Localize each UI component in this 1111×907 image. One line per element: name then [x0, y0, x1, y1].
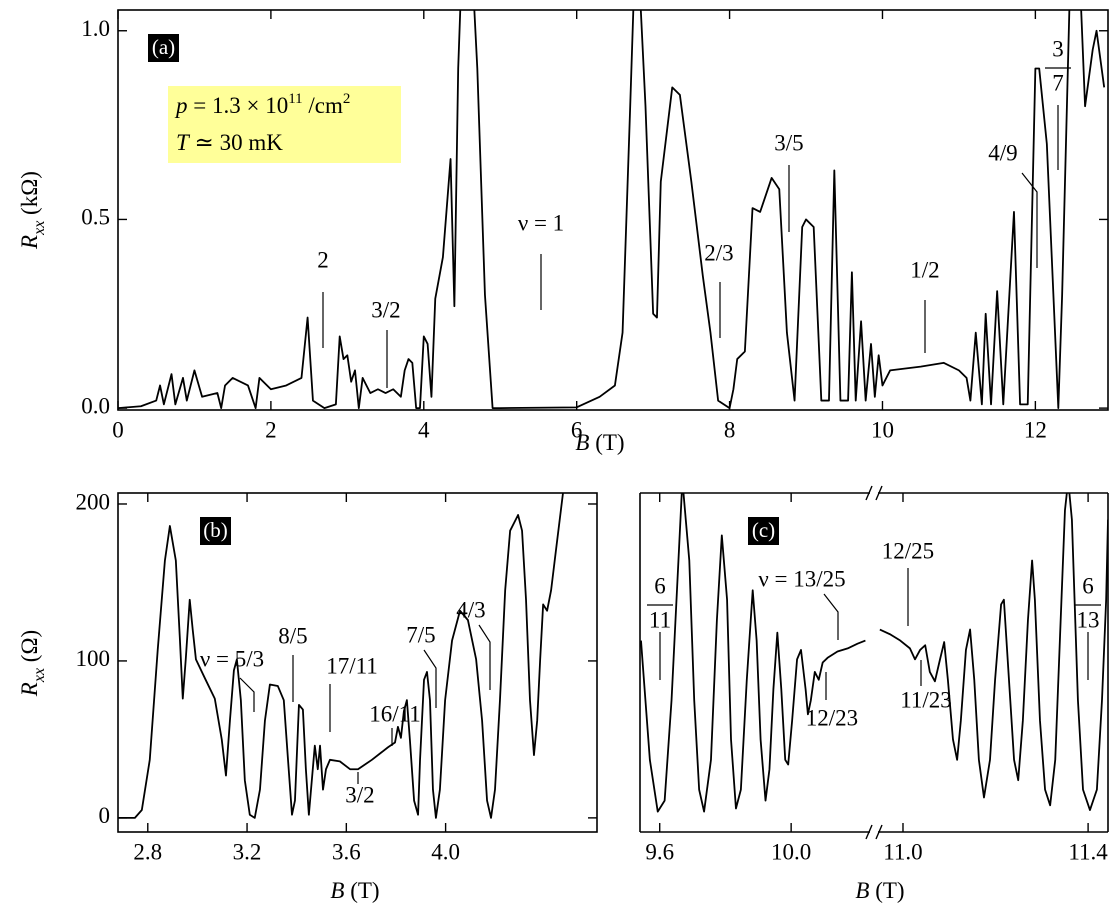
annotation-pointer [239, 677, 255, 712]
x-tick-label: 10 [871, 417, 894, 442]
axis-title-part: B [330, 878, 344, 903]
annotation-numerator: 6 [1082, 573, 1094, 598]
x-tick-label: 11.0 [883, 839, 922, 864]
axis-break [865, 824, 873, 840]
panel: 9.6 10.0 11.0 11.4 B (T) (c) 6 11 ν = 13/25 12/23… [639, 485, 1109, 903]
annotation: 7/5 [406, 622, 435, 647]
x-tick-label: 3.2 [233, 839, 262, 864]
x-tick-label: 11.4 [1068, 839, 1108, 864]
panel: 0.0 0.5 1.0 0 2 4 6 8 10 12 B (T) Rxx (kΩ) (a) p = 1.… [17, 9, 1109, 455]
trace [640, 493, 866, 813]
info-part: p [174, 93, 188, 118]
plot-frame [117, 9, 1109, 411]
x-tick-label: 8 [724, 417, 736, 442]
axis-break [875, 824, 883, 840]
annotation-numerator: 6 [654, 573, 666, 598]
x-tick-label: 9.6 [645, 839, 674, 864]
x-tick-label: 2 [265, 417, 277, 442]
annotation: 4/3 [456, 597, 485, 622]
annotation: ν = 5/3 [200, 646, 264, 671]
panel-tag: (b) [203, 518, 228, 542]
trace [879, 493, 1108, 811]
x-tick-label: 10.0 [771, 839, 811, 864]
y-tick-label: 100 [76, 646, 111, 671]
x-tick-label: 2.8 [133, 839, 162, 864]
annotation-pointer [478, 624, 491, 690]
info-part: T [176, 130, 191, 155]
axis-title-part: (kΩ) [17, 171, 42, 221]
panel-tag-bg [148, 34, 179, 62]
x-tick-label: 3.6 [332, 839, 361, 864]
x-tick-label: 4 [418, 417, 430, 442]
annotation-denominator: 7 [1052, 70, 1064, 95]
info-line: T ≃ 30 mK [176, 130, 283, 155]
info-part: /cm [303, 93, 343, 118]
y-tick-label: 1.0 [81, 16, 110, 41]
axis-break [875, 485, 883, 501]
info-box [168, 86, 401, 163]
x-tick-label: 4.0 [431, 839, 460, 864]
annotation-denominator: 11 [649, 607, 671, 632]
x-tick-label: 0 [112, 417, 124, 442]
axis-title-part: (T) [869, 878, 904, 903]
y-tick-label: 0.5 [81, 205, 110, 230]
trace [118, 493, 564, 819]
axis-title: B (T) [330, 878, 379, 903]
axis-title-part: (Ω) [17, 630, 42, 668]
y-tick-label: 0 [99, 803, 111, 828]
axis-title: B (T) [575, 430, 624, 455]
trace [118, 10, 1106, 410]
annotation: 3/2 [371, 297, 400, 322]
y-tick-label: 0.0 [81, 393, 110, 418]
annotation: 1/2 [910, 257, 939, 282]
axis-title-part: B [575, 430, 589, 455]
info-part: = 1.3 × 10 [188, 93, 289, 118]
annotation: 16/11 [369, 701, 421, 726]
info-line: p = 1.3 × 1011 /cm2 [174, 91, 350, 118]
axis-title: Rxx (kΩ) [17, 171, 48, 250]
annotation: 12/25 [882, 538, 934, 563]
axis-title-part: R [17, 682, 42, 697]
panel-tag: (a) [152, 35, 175, 59]
annotation: 3/5 [774, 130, 803, 155]
annotation: 2 [317, 247, 329, 272]
annotation: 2/3 [704, 240, 733, 265]
annotation: ν = 13/25 [758, 566, 845, 591]
annotation-numerator: 3 [1052, 36, 1064, 61]
axis-break [865, 485, 873, 501]
panel: 0 100 200 2.8 3.2 3.6 4.0 B (T) Rxx (Ω) (b) ν = 5/… [17, 489, 598, 903]
annotation: 17/11 [326, 653, 378, 678]
annotation: 8/5 [278, 623, 307, 648]
axis-title: B (T) [855, 878, 904, 903]
axis-title-part: (T) [589, 430, 624, 455]
axis-title-part: B [855, 878, 869, 903]
x-tick-label: 6 [571, 417, 583, 442]
annotation: 3/2 [345, 782, 374, 807]
axis-title-part: xx [31, 668, 48, 683]
x-tick-label: 12 [1024, 417, 1047, 442]
annotation: 4/9 [988, 140, 1017, 165]
axis-title: Rxx (Ω) [17, 630, 48, 697]
annotation: 12/23 [806, 705, 858, 730]
annotation-pointer [423, 649, 437, 708]
panel-tag: (c) [752, 518, 775, 542]
info-part: 11 [288, 91, 302, 107]
annotation-pointer [823, 593, 839, 640]
annotation-pointer [1021, 172, 1038, 268]
info-part: ≃ 30 mK [189, 130, 283, 155]
panel-tag-bg [748, 517, 779, 545]
plot-frame [117, 492, 598, 833]
annotation-denominator: 13 [1077, 607, 1100, 632]
info-part: 2 [343, 91, 351, 107]
panel-tag-bg [200, 517, 231, 545]
annotation: ν = 1 [518, 210, 564, 235]
axis-title-part: xx [31, 221, 48, 236]
axis-title-part: R [17, 235, 42, 250]
annotation: 11/23 [900, 687, 952, 712]
y-tick-label: 200 [76, 489, 111, 514]
axis-title-part: (T) [344, 878, 379, 903]
